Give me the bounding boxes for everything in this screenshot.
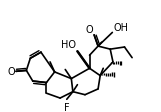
Text: F: F — [64, 102, 70, 112]
Text: HO: HO — [62, 40, 76, 50]
Text: O: O — [86, 25, 93, 35]
Text: OH: OH — [113, 22, 128, 32]
Text: O: O — [8, 67, 15, 77]
